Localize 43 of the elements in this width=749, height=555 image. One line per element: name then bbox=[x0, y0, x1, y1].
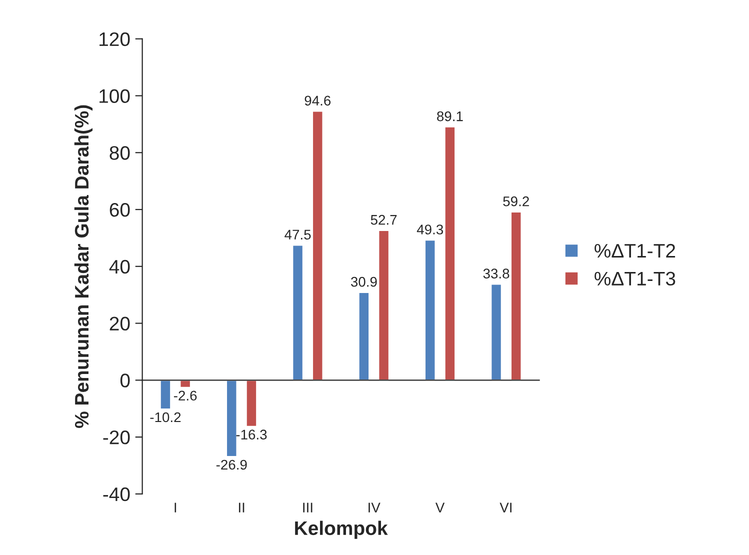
data-label: 33.8 bbox=[483, 268, 510, 279]
x-tick-label: VI bbox=[500, 502, 512, 512]
x-axis-title: Kelompok bbox=[295, 520, 388, 539]
bar bbox=[358, 292, 370, 381]
y-tick-label: 120 bbox=[100, 32, 130, 46]
y-tick-label: 80 bbox=[110, 146, 130, 160]
data-label: 30.9 bbox=[350, 276, 377, 287]
y-axis-title: % Penurunan Kadar Gula Darah(%) bbox=[74, 105, 93, 428]
bar bbox=[510, 211, 522, 381]
bar bbox=[245, 379, 258, 428]
x-tick-label: V bbox=[435, 502, 445, 512]
bar bbox=[490, 283, 502, 381]
data-label: 89.1 bbox=[437, 111, 463, 122]
y-tick-label: -40 bbox=[103, 487, 130, 502]
bar bbox=[179, 379, 192, 388]
data-label: 47.5 bbox=[284, 230, 311, 240]
y-tick-label: 100 bbox=[100, 89, 130, 103]
bar bbox=[292, 244, 304, 381]
legend-label: %ΔT1-T2 bbox=[594, 244, 676, 258]
data-label: 52.7 bbox=[370, 214, 397, 225]
data-label: -10.2 bbox=[150, 412, 181, 422]
bar bbox=[226, 379, 238, 458]
bar bbox=[444, 126, 456, 381]
x-tick-label: I bbox=[174, 502, 176, 512]
y-tick-label: 60 bbox=[110, 202, 130, 217]
bar bbox=[378, 230, 390, 381]
data-label: -26.9 bbox=[216, 460, 247, 470]
data-label: -16.3 bbox=[236, 430, 267, 440]
x-tick-label: II bbox=[238, 502, 244, 512]
bar bbox=[312, 110, 324, 381]
bar bbox=[424, 239, 436, 381]
data-label: -2.6 bbox=[174, 390, 197, 401]
y-tick-label: 0 bbox=[120, 374, 130, 388]
data-label: 94.6 bbox=[304, 96, 331, 106]
x-tick-label: IV bbox=[368, 502, 380, 512]
data-label: 59.2 bbox=[503, 196, 529, 206]
bar bbox=[159, 379, 172, 410]
y-tick-label: -20 bbox=[103, 430, 130, 444]
x-tick-label: III bbox=[303, 502, 312, 512]
legend-label: %ΔT1-T3 bbox=[594, 272, 676, 286]
y-tick-label: 40 bbox=[109, 260, 130, 274]
y-tick-label: 20 bbox=[110, 316, 130, 331]
data-label: 49.3 bbox=[416, 224, 444, 234]
